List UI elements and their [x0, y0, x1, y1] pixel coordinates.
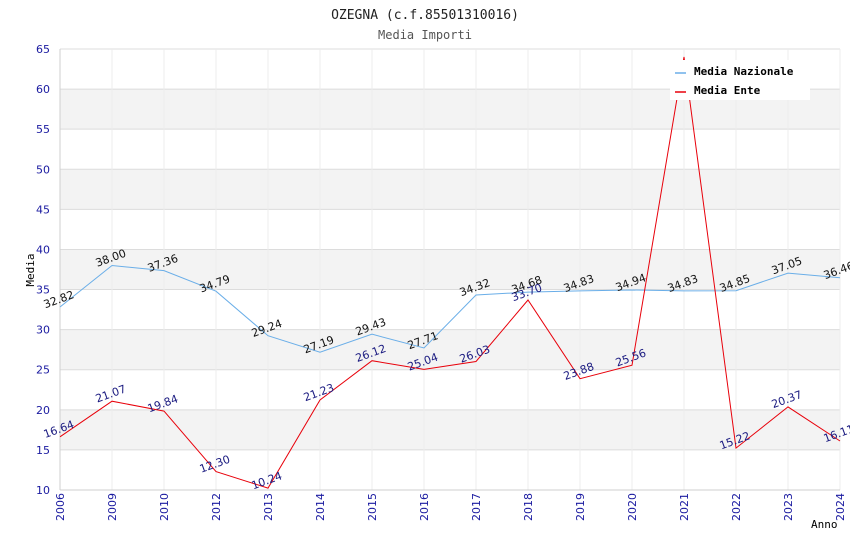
legend: Media Nazionale Media Ente	[670, 60, 810, 100]
y-tick-label: 55	[36, 123, 50, 136]
legend-label-ente: Media Ente	[694, 84, 761, 97]
data-label-ente: 10.24	[250, 469, 284, 492]
legend-box	[670, 60, 810, 100]
x-tick-label: 2023	[782, 493, 795, 521]
y-tick-label: 40	[36, 243, 50, 256]
y-tick-label: 20	[36, 404, 50, 417]
series-line-ente	[59, 56, 841, 489]
chart-subtitle: Media Importi	[378, 28, 472, 42]
axes	[59, 49, 840, 491]
x-tick-label: 2010	[158, 493, 171, 521]
x-tick-label: 2009	[106, 493, 119, 521]
y-axis-ticks: 10 15 20 25 30 35 40 45 50 55 60 65	[36, 43, 50, 497]
x-tick-label: 2018	[522, 493, 535, 521]
grid-bands	[60, 89, 840, 450]
grid-band	[60, 329, 840, 370]
data-label-ente: 21.23	[302, 381, 336, 404]
x-tick-label: 2012	[210, 493, 223, 521]
y-tick-label: 45	[36, 203, 50, 216]
series-line-nazionale	[59, 264, 841, 353]
y-tick-label: 35	[36, 284, 50, 297]
x-tick-label: 2022	[730, 493, 743, 521]
y-tick-label: 15	[36, 444, 50, 457]
y-tick-label: 30	[36, 324, 50, 337]
x-axis-ticks: 2006 2009 2010 2012 2013 2014 2015 2016 2017 2018…	[54, 493, 847, 521]
x-axis-label: Anno	[811, 518, 838, 531]
y-tick-label: 65	[36, 43, 50, 56]
x-tick-label: 2024	[834, 493, 847, 521]
x-tick-label: 2017	[470, 493, 483, 521]
x-tick-label: 2015	[366, 493, 379, 521]
x-tick-label: 2016	[418, 493, 431, 521]
x-tick-label: 2014	[314, 493, 327, 521]
grid-band	[60, 169, 840, 210]
x-tick-label: 2019	[574, 493, 587, 521]
x-tick-label: 2006	[54, 493, 67, 521]
x-tick-label: 2013	[262, 493, 275, 521]
y-tick-label: 60	[36, 83, 50, 96]
y-tick-label: 10	[36, 484, 50, 497]
x-tick-label: 2020	[626, 493, 639, 521]
chart-title: OZEGNA (c.f.85501310016)	[331, 8, 519, 23]
legend-label-nazionale: Media Nazionale	[694, 65, 794, 78]
y-tick-label: 50	[36, 163, 50, 176]
x-tick-label: 2021	[678, 493, 691, 521]
grid-band	[60, 409, 840, 450]
y-axis-label: Media	[24, 253, 37, 286]
y-tick-label: 25	[36, 364, 50, 377]
series-lines	[59, 56, 841, 489]
